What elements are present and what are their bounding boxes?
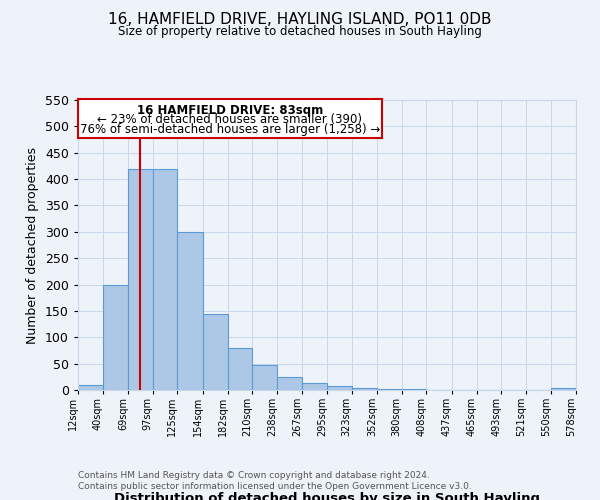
Bar — [551, 388, 576, 390]
Bar — [302, 383, 327, 390]
Bar — [178, 232, 203, 390]
Bar — [128, 168, 153, 390]
Y-axis label: Number of detached properties: Number of detached properties — [26, 146, 40, 344]
Bar — [153, 168, 178, 390]
Text: Contains HM Land Registry data © Crown copyright and database right 2024.: Contains HM Land Registry data © Crown c… — [78, 471, 430, 480]
Text: 16, HAMFIELD DRIVE, HAYLING ISLAND, PO11 0DB: 16, HAMFIELD DRIVE, HAYLING ISLAND, PO11… — [108, 12, 492, 28]
Bar — [327, 386, 352, 390]
Bar — [103, 284, 128, 390]
Text: ← 23% of detached houses are smaller (390): ← 23% of detached houses are smaller (39… — [97, 113, 362, 126]
Text: Size of property relative to detached houses in South Hayling: Size of property relative to detached ho… — [118, 25, 482, 38]
Bar — [277, 377, 302, 390]
FancyBboxPatch shape — [78, 100, 382, 138]
Text: 76% of semi-detached houses are larger (1,258) →: 76% of semi-detached houses are larger (… — [80, 122, 380, 136]
Bar — [78, 384, 103, 390]
X-axis label: Distribution of detached houses by size in South Hayling: Distribution of detached houses by size … — [114, 492, 540, 500]
Bar — [352, 388, 377, 390]
Bar — [377, 389, 402, 390]
Bar — [252, 364, 277, 390]
Bar — [227, 348, 252, 390]
Text: 16 HAMFIELD DRIVE: 83sqm: 16 HAMFIELD DRIVE: 83sqm — [137, 104, 323, 117]
Bar — [203, 314, 227, 390]
Text: Contains public sector information licensed under the Open Government Licence v3: Contains public sector information licen… — [78, 482, 472, 491]
